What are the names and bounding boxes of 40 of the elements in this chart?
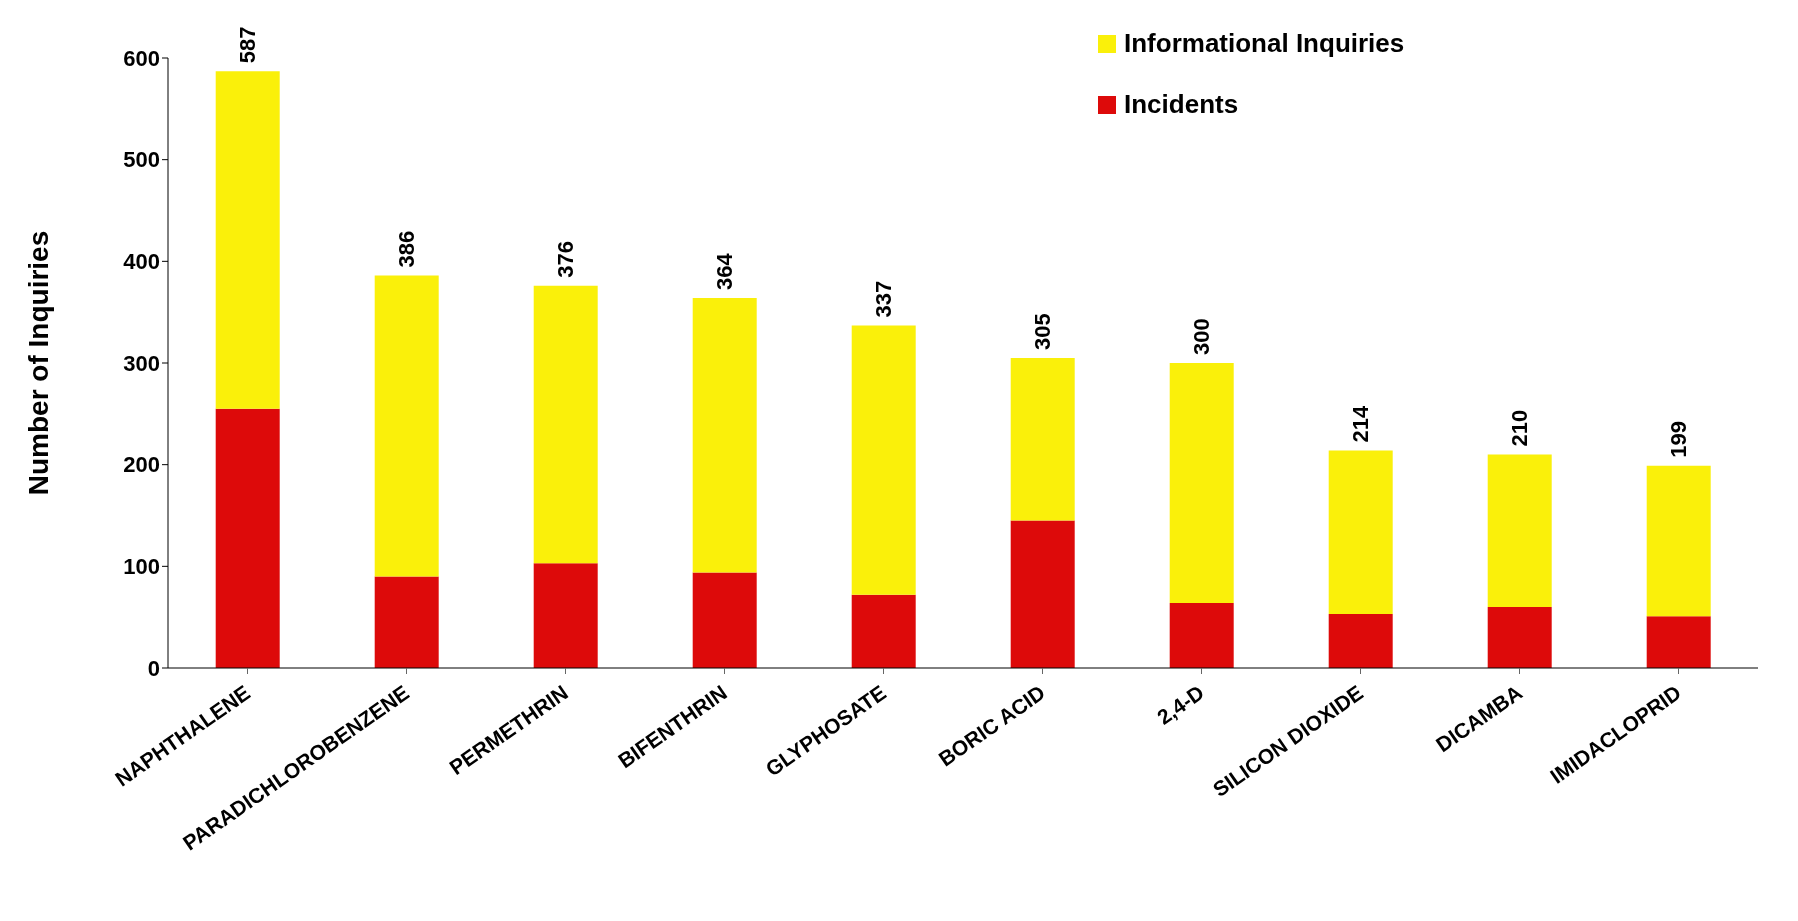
- bar: [1646, 465, 1711, 617]
- bar: [1010, 357, 1075, 521]
- bar: [1010, 520, 1075, 668]
- y-axis-title: Number of Inquiries: [22, 230, 54, 496]
- bar: [215, 408, 280, 668]
- y-tick-label: 200: [123, 452, 160, 478]
- bar: [692, 297, 757, 573]
- bar: [533, 563, 598, 668]
- bar: [1169, 363, 1234, 603]
- bar: [1487, 607, 1552, 668]
- total-label: 337: [871, 280, 897, 318]
- total-label: 305: [1030, 313, 1056, 350]
- total-label: 386: [394, 230, 420, 268]
- total-label: 364: [712, 252, 738, 290]
- total-label: 214: [1348, 404, 1374, 443]
- bar: [374, 275, 439, 577]
- y-tick-label: 600: [123, 45, 160, 71]
- y-tick-label: 400: [123, 249, 160, 275]
- y-tick-label: 500: [123, 147, 160, 173]
- bar: [1328, 614, 1393, 668]
- y-tick-label: 100: [123, 554, 160, 580]
- total-label: 587: [235, 26, 261, 64]
- y-tick-label: 0: [147, 655, 160, 681]
- bar: [533, 285, 598, 564]
- bar: [1646, 616, 1711, 668]
- bar: [1487, 454, 1552, 607]
- bar: [692, 572, 757, 668]
- total-label: 210: [1507, 409, 1533, 447]
- total-label: 300: [1189, 318, 1215, 355]
- bar: [1169, 602, 1234, 668]
- bar: [374, 576, 439, 668]
- bar: [851, 325, 916, 595]
- total-label: 199: [1666, 420, 1692, 458]
- total-label: 376: [553, 241, 579, 278]
- legend-label: Incidents: [1124, 89, 1239, 120]
- legend-label: Informational Inquiries: [1124, 28, 1405, 59]
- y-tick-label: 300: [123, 350, 160, 376]
- bar: [851, 594, 916, 668]
- bar: [1328, 450, 1393, 615]
- bar: [215, 71, 280, 409]
